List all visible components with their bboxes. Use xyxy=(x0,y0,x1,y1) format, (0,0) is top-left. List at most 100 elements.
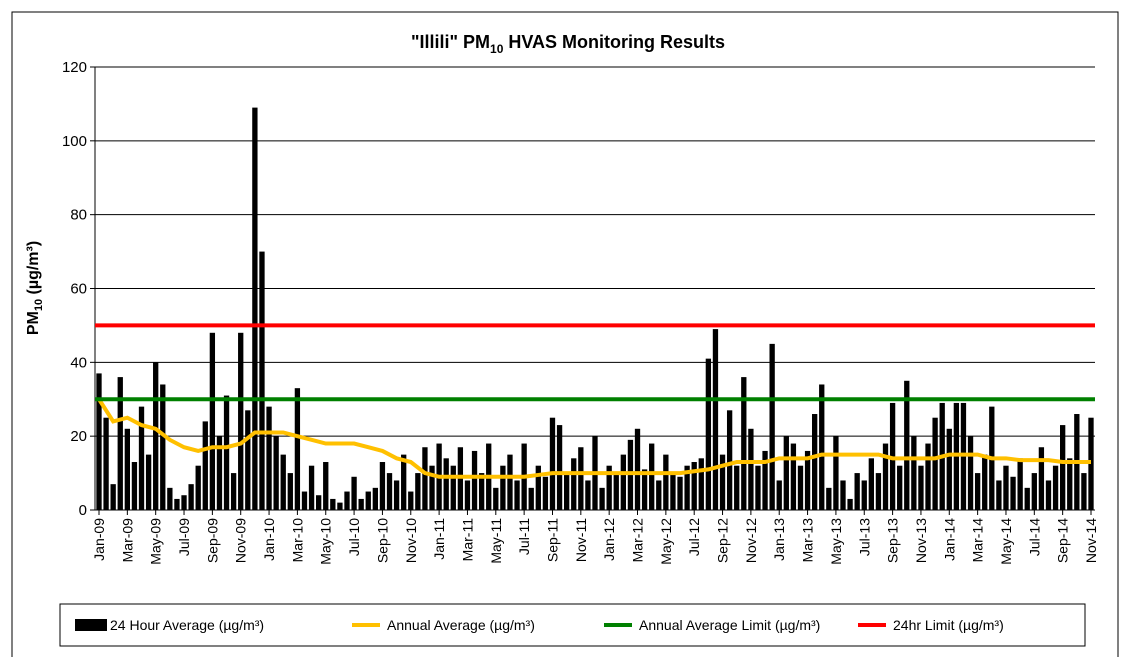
y-tick-label: 0 xyxy=(79,502,87,519)
legend-label: 24hr Limit (µg/m³) xyxy=(893,617,1004,633)
bar xyxy=(160,384,166,510)
bar xyxy=(1060,425,1066,510)
bar xyxy=(507,454,513,510)
frame xyxy=(11,11,1119,662)
bar xyxy=(145,454,152,510)
bar xyxy=(882,443,889,510)
legend-label: Annual Average Limit (µg/m³) xyxy=(639,617,820,633)
bar xyxy=(393,480,400,510)
bar xyxy=(188,484,194,510)
bar xyxy=(1010,476,1016,510)
bar xyxy=(549,417,556,510)
bar xyxy=(599,487,605,510)
bar xyxy=(804,450,811,510)
bar xyxy=(1052,465,1059,510)
bar xyxy=(351,476,357,510)
x-tick-label: Jul-12 xyxy=(686,518,702,556)
bar xyxy=(613,473,619,510)
bar xyxy=(1067,458,1073,510)
x-tick-label: Jan-09 xyxy=(91,518,107,561)
label-part: PM xyxy=(25,311,42,335)
bar xyxy=(223,395,230,510)
bar xyxy=(705,358,712,510)
bar xyxy=(266,406,272,510)
bar xyxy=(245,410,251,510)
bar xyxy=(564,473,570,510)
bar xyxy=(719,454,726,510)
y-tick-label: 120 xyxy=(62,59,87,76)
y-tick-label: 100 xyxy=(62,133,87,150)
bar xyxy=(698,458,704,510)
bar xyxy=(323,462,329,510)
chart-title: "Illili" PM10 HVAS Monitoring Results xyxy=(411,32,725,56)
bar xyxy=(216,436,223,510)
x-tick-label: Nov-09 xyxy=(233,518,249,563)
x-tick-label: Jul-10 xyxy=(346,518,362,556)
bar xyxy=(812,414,818,510)
bar xyxy=(1038,447,1045,510)
bar xyxy=(103,417,109,510)
bar xyxy=(493,487,499,510)
bar xyxy=(316,495,322,510)
bar xyxy=(464,480,471,510)
bar xyxy=(337,502,343,510)
bar xyxy=(408,491,414,510)
bar xyxy=(1045,480,1052,510)
bar xyxy=(656,480,662,510)
x-tick-label: Jan-11 xyxy=(431,518,447,560)
bar xyxy=(634,428,641,510)
x-tick-label: Mar-09 xyxy=(119,518,135,563)
legend-swatch xyxy=(75,619,107,631)
bar xyxy=(422,447,428,510)
bar xyxy=(96,373,102,510)
bar xyxy=(741,377,747,510)
bar xyxy=(372,487,378,510)
x-tick-label: Mar-14 xyxy=(970,518,986,563)
bar xyxy=(897,465,903,510)
y-tick-label: 40 xyxy=(70,354,87,371)
bar xyxy=(478,473,485,510)
bar xyxy=(238,332,244,510)
bar xyxy=(726,410,733,510)
bar xyxy=(301,491,308,510)
bar xyxy=(847,498,853,510)
x-tick-label: Nov-10 xyxy=(403,518,419,563)
bar xyxy=(443,458,449,510)
bar xyxy=(386,473,393,510)
bar xyxy=(578,447,584,510)
bar xyxy=(585,480,591,510)
x-tick-label: Nov-11 xyxy=(573,518,589,562)
bar xyxy=(691,462,697,510)
label-sub: 10 xyxy=(33,299,45,311)
legend-label: 24 Hour Average (µg/m³) xyxy=(110,617,264,633)
bar xyxy=(514,480,520,510)
bar xyxy=(535,465,541,510)
x-tick-label: Sep-13 xyxy=(885,518,901,563)
bar xyxy=(819,384,825,510)
bar xyxy=(415,473,421,510)
bar xyxy=(174,498,180,510)
bar xyxy=(273,436,279,510)
x-tick-label: Nov-12 xyxy=(743,518,759,563)
bar xyxy=(209,332,216,510)
bar xyxy=(755,465,761,510)
x-tick-label: May-12 xyxy=(658,518,674,565)
bar xyxy=(401,454,407,510)
bar xyxy=(259,251,265,511)
bar xyxy=(280,454,286,510)
bar xyxy=(748,428,754,510)
bar xyxy=(1081,473,1087,510)
bar xyxy=(833,436,839,510)
bar xyxy=(663,454,669,510)
bar xyxy=(670,473,676,510)
bar xyxy=(556,425,563,510)
bar xyxy=(868,458,874,510)
bar xyxy=(358,498,364,510)
bar xyxy=(1031,473,1037,510)
bar xyxy=(649,443,655,510)
x-tick-label: May-13 xyxy=(828,518,844,565)
bar xyxy=(1003,465,1009,510)
bar xyxy=(911,436,917,510)
x-tick-label: Sep-12 xyxy=(715,518,731,563)
